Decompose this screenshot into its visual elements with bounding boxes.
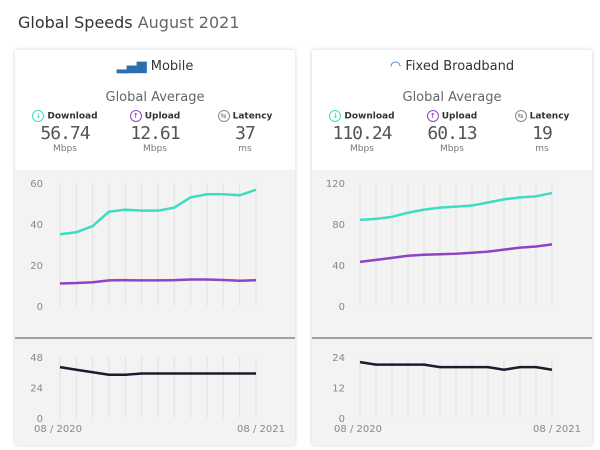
card-title: Fixed Broadband (405, 59, 515, 74)
latency-metric: ⇆ Latency 37 ms (200, 110, 290, 154)
metric-label: Download (344, 111, 395, 122)
y-tick-label: 60 (30, 179, 43, 190)
metric-value: 37 (235, 123, 256, 144)
y-tick-label: 0 (339, 302, 345, 313)
latency-icon: ⇆ (217, 110, 230, 122)
metric-label: Latency (232, 111, 273, 122)
download-metric: ↓ Download 110.24 Mbps (317, 110, 407, 154)
metric-label: Latency (529, 111, 570, 122)
y-tick-label: 20 (30, 261, 43, 272)
upload-arrow-icon: ↑ (426, 110, 439, 122)
latency-icon: ⇆ (514, 110, 527, 122)
upload-arrow-icon: ↑ (129, 110, 142, 122)
x-tick-label: 08 / 2021 (237, 424, 285, 435)
metric-unit: Mbps (350, 144, 374, 154)
x-tick-label: 08 / 2020 (334, 424, 382, 435)
metric-label: Download (47, 111, 98, 122)
signal-bars-icon: ▂▄▆ (116, 59, 147, 74)
download-arrow-icon: ↓ (32, 110, 45, 122)
fixed-broadband-card: ◠ Fixed Broadband Global Average ↓ Downlo… (312, 50, 592, 445)
metric-value: 110.24 (332, 123, 392, 144)
page-title: Global Speeds August 2021 (18, 13, 240, 32)
y-tick-label: 40 (30, 220, 43, 231)
mobile-charts: 0 20 40 60 0 24 48 08 / 2020 08 / 2021 (15, 170, 295, 445)
global-average-label: Global Average (105, 90, 205, 105)
metric-label: Upload (144, 111, 181, 122)
upload-metric: ↑ Upload 12.61 Mbps (110, 110, 200, 154)
latency-metric: ⇆ Latency 19 ms (497, 110, 587, 154)
metric-unit: Mbps (143, 144, 167, 154)
y-tick-label: 0 (339, 414, 345, 425)
y-tick-label: 40 (332, 261, 345, 272)
card-heading: ▂▄▆ Mobile (15, 59, 295, 74)
y-tick-label: 48 (30, 353, 43, 364)
y-tick-label: 120 (326, 179, 345, 190)
card-title: Mobile (150, 59, 194, 74)
y-tick-label: 0 (37, 414, 43, 425)
title-text: Global Speeds (18, 13, 133, 32)
series-line-latency (359, 360, 553, 371)
y-tick-label: 24 (30, 384, 43, 395)
mobile-card: ▂▄▆ Mobile Global Average ↓ Download 56.74… (15, 50, 295, 445)
y-tick-label: 0 (37, 302, 43, 313)
y-tick-label: 80 (332, 220, 345, 231)
y-tick-label: 24 (332, 353, 345, 364)
metric-unit: Mbps (53, 144, 77, 154)
download-arrow-icon: ↓ (329, 110, 342, 122)
series-line-download (359, 191, 553, 222)
chart-background (15, 170, 295, 445)
metric-value: 60.13 (427, 123, 477, 144)
metric-unit: ms (535, 144, 549, 154)
upload-metric: ↑ Upload 60.13 Mbps (407, 110, 497, 154)
series-line-upload (359, 243, 553, 264)
series-line-download (59, 188, 257, 236)
metric-label: Upload (441, 111, 478, 122)
card-heading: ◠ Fixed Broadband (312, 59, 592, 74)
series-line-latency (59, 365, 256, 377)
wifi-icon: ◠ (389, 59, 402, 74)
y-tick-label: 12 (332, 384, 345, 395)
metric-unit: Mbps (440, 144, 464, 154)
metric-value: 19 (532, 123, 553, 144)
chart-background (312, 170, 592, 445)
metric-unit: ms (238, 144, 252, 154)
x-tick-label: 08 / 2021 (533, 424, 581, 435)
global-average-label: Global Average (402, 90, 502, 105)
fixed-broadband-charts: 0 40 80 120 0 12 24 08 / 2020 08 / 2021 (312, 170, 592, 445)
title-date: August 2021 (137, 13, 240, 32)
download-metric: ↓ Download 56.74 Mbps (20, 110, 110, 154)
series-line-upload (59, 278, 257, 285)
metric-value: 12.61 (130, 123, 180, 144)
metric-value: 56.74 (40, 123, 90, 144)
x-tick-label: 08 / 2020 (34, 424, 82, 435)
